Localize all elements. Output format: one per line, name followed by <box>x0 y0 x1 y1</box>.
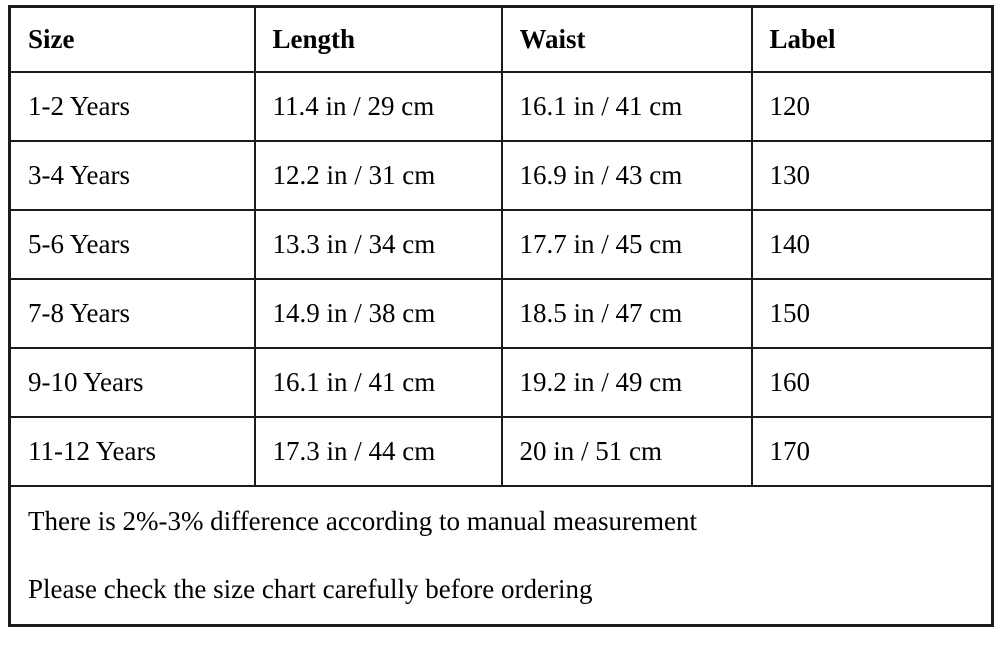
length-cell: 14.9 in / 38 cm <box>253 278 503 349</box>
waist-cell: 17.7 in / 45 cm <box>500 209 753 280</box>
label-cell: 120 <box>750 71 994 142</box>
length-cell: 16.1 in / 41 cm <box>253 347 503 418</box>
header-row: Size Length Waist Label <box>8 5 994 73</box>
size-cell: 1-2 Years <box>8 71 256 142</box>
waist-cell: 16.1 in / 41 cm <box>500 71 753 142</box>
size-cell: 7-8 Years <box>8 278 256 349</box>
table-row: 5-6 Years 13.3 in / 34 cm 17.7 in / 45 c… <box>8 209 994 280</box>
table-row: 9-10 Years 16.1 in / 41 cm 19.2 in / 49 … <box>8 347 994 418</box>
label-cell: 140 <box>750 209 994 280</box>
size-cell: 5-6 Years <box>8 209 256 280</box>
label-cell: 130 <box>750 140 994 211</box>
measurement-tolerance-note: There is 2%-3% difference according to m… <box>28 506 697 537</box>
column-header-waist: Waist <box>500 5 753 73</box>
notes-row: There is 2%-3% difference according to m… <box>8 485 994 627</box>
length-cell: 12.2 in / 31 cm <box>253 140 503 211</box>
table-row: 7-8 Years 14.9 in / 38 cm 18.5 in / 47 c… <box>8 278 994 349</box>
waist-cell: 19.2 in / 49 cm <box>500 347 753 418</box>
notes-cell: There is 2%-3% difference according to m… <box>8 485 994 627</box>
waist-cell: 18.5 in / 47 cm <box>500 278 753 349</box>
column-header-label: Label <box>750 5 994 73</box>
table-row: 3-4 Years 12.2 in / 31 cm 16.9 in / 43 c… <box>8 140 994 211</box>
size-cell: 3-4 Years <box>8 140 256 211</box>
length-cell: 13.3 in / 34 cm <box>253 209 503 280</box>
label-cell: 160 <box>750 347 994 418</box>
size-cell: 9-10 Years <box>8 347 256 418</box>
column-header-length: Length <box>253 5 503 73</box>
length-cell: 17.3 in / 44 cm <box>253 416 503 487</box>
column-header-size: Size <box>8 5 256 73</box>
waist-cell: 20 in / 51 cm <box>500 416 753 487</box>
label-cell: 170 <box>750 416 994 487</box>
label-cell: 150 <box>750 278 994 349</box>
length-cell: 11.4 in / 29 cm <box>253 71 503 142</box>
table-row: 1-2 Years 11.4 in / 29 cm 16.1 in / 41 c… <box>8 71 994 142</box>
table-row: 11-12 Years 17.3 in / 44 cm 20 in / 51 c… <box>8 416 994 487</box>
check-chart-note: Please check the size chart carefully be… <box>28 573 593 604</box>
size-cell: 11-12 Years <box>8 416 256 487</box>
waist-cell: 16.9 in / 43 cm <box>500 140 753 211</box>
size-chart-table: Size Length Waist Label 1-2 Years 11.4 i… <box>8 5 994 627</box>
